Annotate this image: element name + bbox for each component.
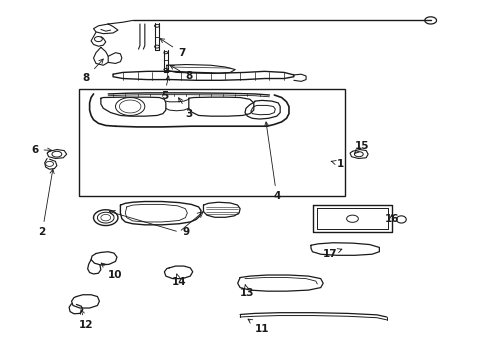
Text: 6: 6 (31, 144, 52, 154)
Bar (79, 89, 345, 196)
Text: 4: 4 (265, 122, 280, 201)
Text: 1: 1 (331, 159, 344, 169)
Text: 10: 10 (101, 263, 123, 280)
Text: 16: 16 (384, 215, 399, 224)
Text: 15: 15 (354, 141, 369, 154)
Text: 8: 8 (83, 59, 103, 83)
Text: 14: 14 (172, 274, 186, 287)
Text: 7: 7 (160, 39, 185, 58)
Text: 2: 2 (39, 169, 54, 237)
Text: 17: 17 (323, 248, 342, 258)
Text: 3: 3 (178, 98, 193, 119)
Text: 12: 12 (79, 310, 94, 330)
Text: 5: 5 (161, 76, 170, 101)
Text: 13: 13 (240, 285, 255, 298)
Text: 9: 9 (183, 227, 190, 237)
Text: 11: 11 (248, 319, 270, 334)
Text: 8: 8 (170, 65, 193, 81)
